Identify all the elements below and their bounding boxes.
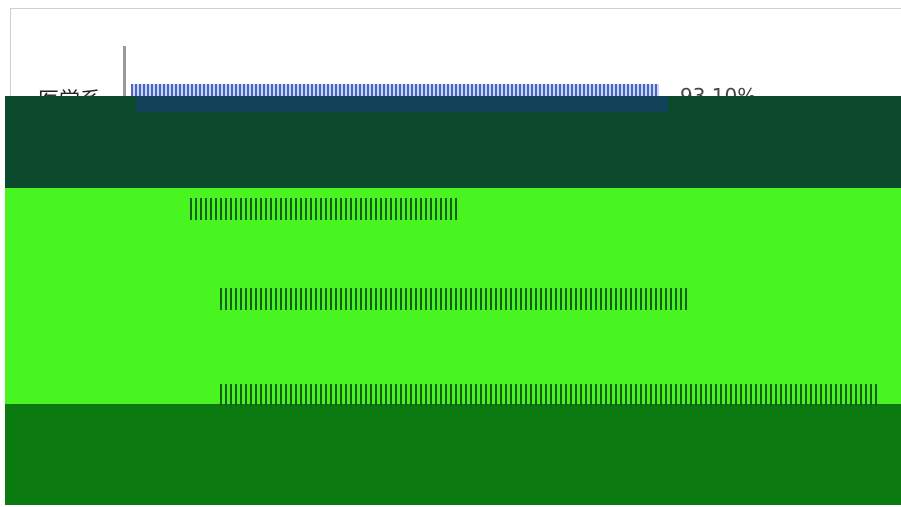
glitch-band-strip bbox=[136, 96, 668, 112]
glitch-bar bbox=[220, 384, 880, 406]
glitch-bar bbox=[220, 288, 690, 310]
glitch-bar bbox=[190, 198, 460, 220]
chart-panel bbox=[10, 8, 901, 98]
glitch-band-bottom bbox=[5, 404, 901, 505]
y-axis-line bbox=[123, 46, 126, 108]
bar-medicine bbox=[131, 84, 659, 98]
